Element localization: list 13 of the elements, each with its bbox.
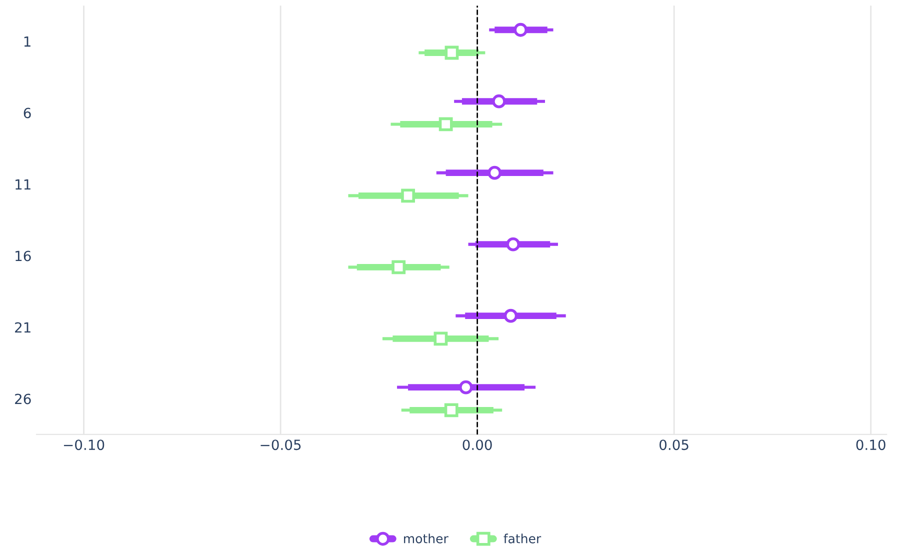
y-tick-label: 11	[16, 179, 30, 190]
legend-label: mother	[404, 534, 448, 544]
x-tick-label: 0.05	[660, 440, 688, 450]
x-tick-label: 0.10	[856, 440, 886, 450]
legend-label: father	[504, 534, 542, 544]
y-tick-label: 16	[16, 250, 31, 262]
y-tick-label: 26	[15, 394, 31, 404]
x-tick-label: −0.05	[260, 440, 301, 450]
x-tick-label: −0.10	[64, 440, 104, 450]
y-tick-label: 6	[24, 108, 31, 118]
y-tick-label: 21	[15, 322, 30, 333]
x-tick-label: 0.00	[462, 440, 492, 450]
y-tick-label: 1	[24, 36, 30, 47]
